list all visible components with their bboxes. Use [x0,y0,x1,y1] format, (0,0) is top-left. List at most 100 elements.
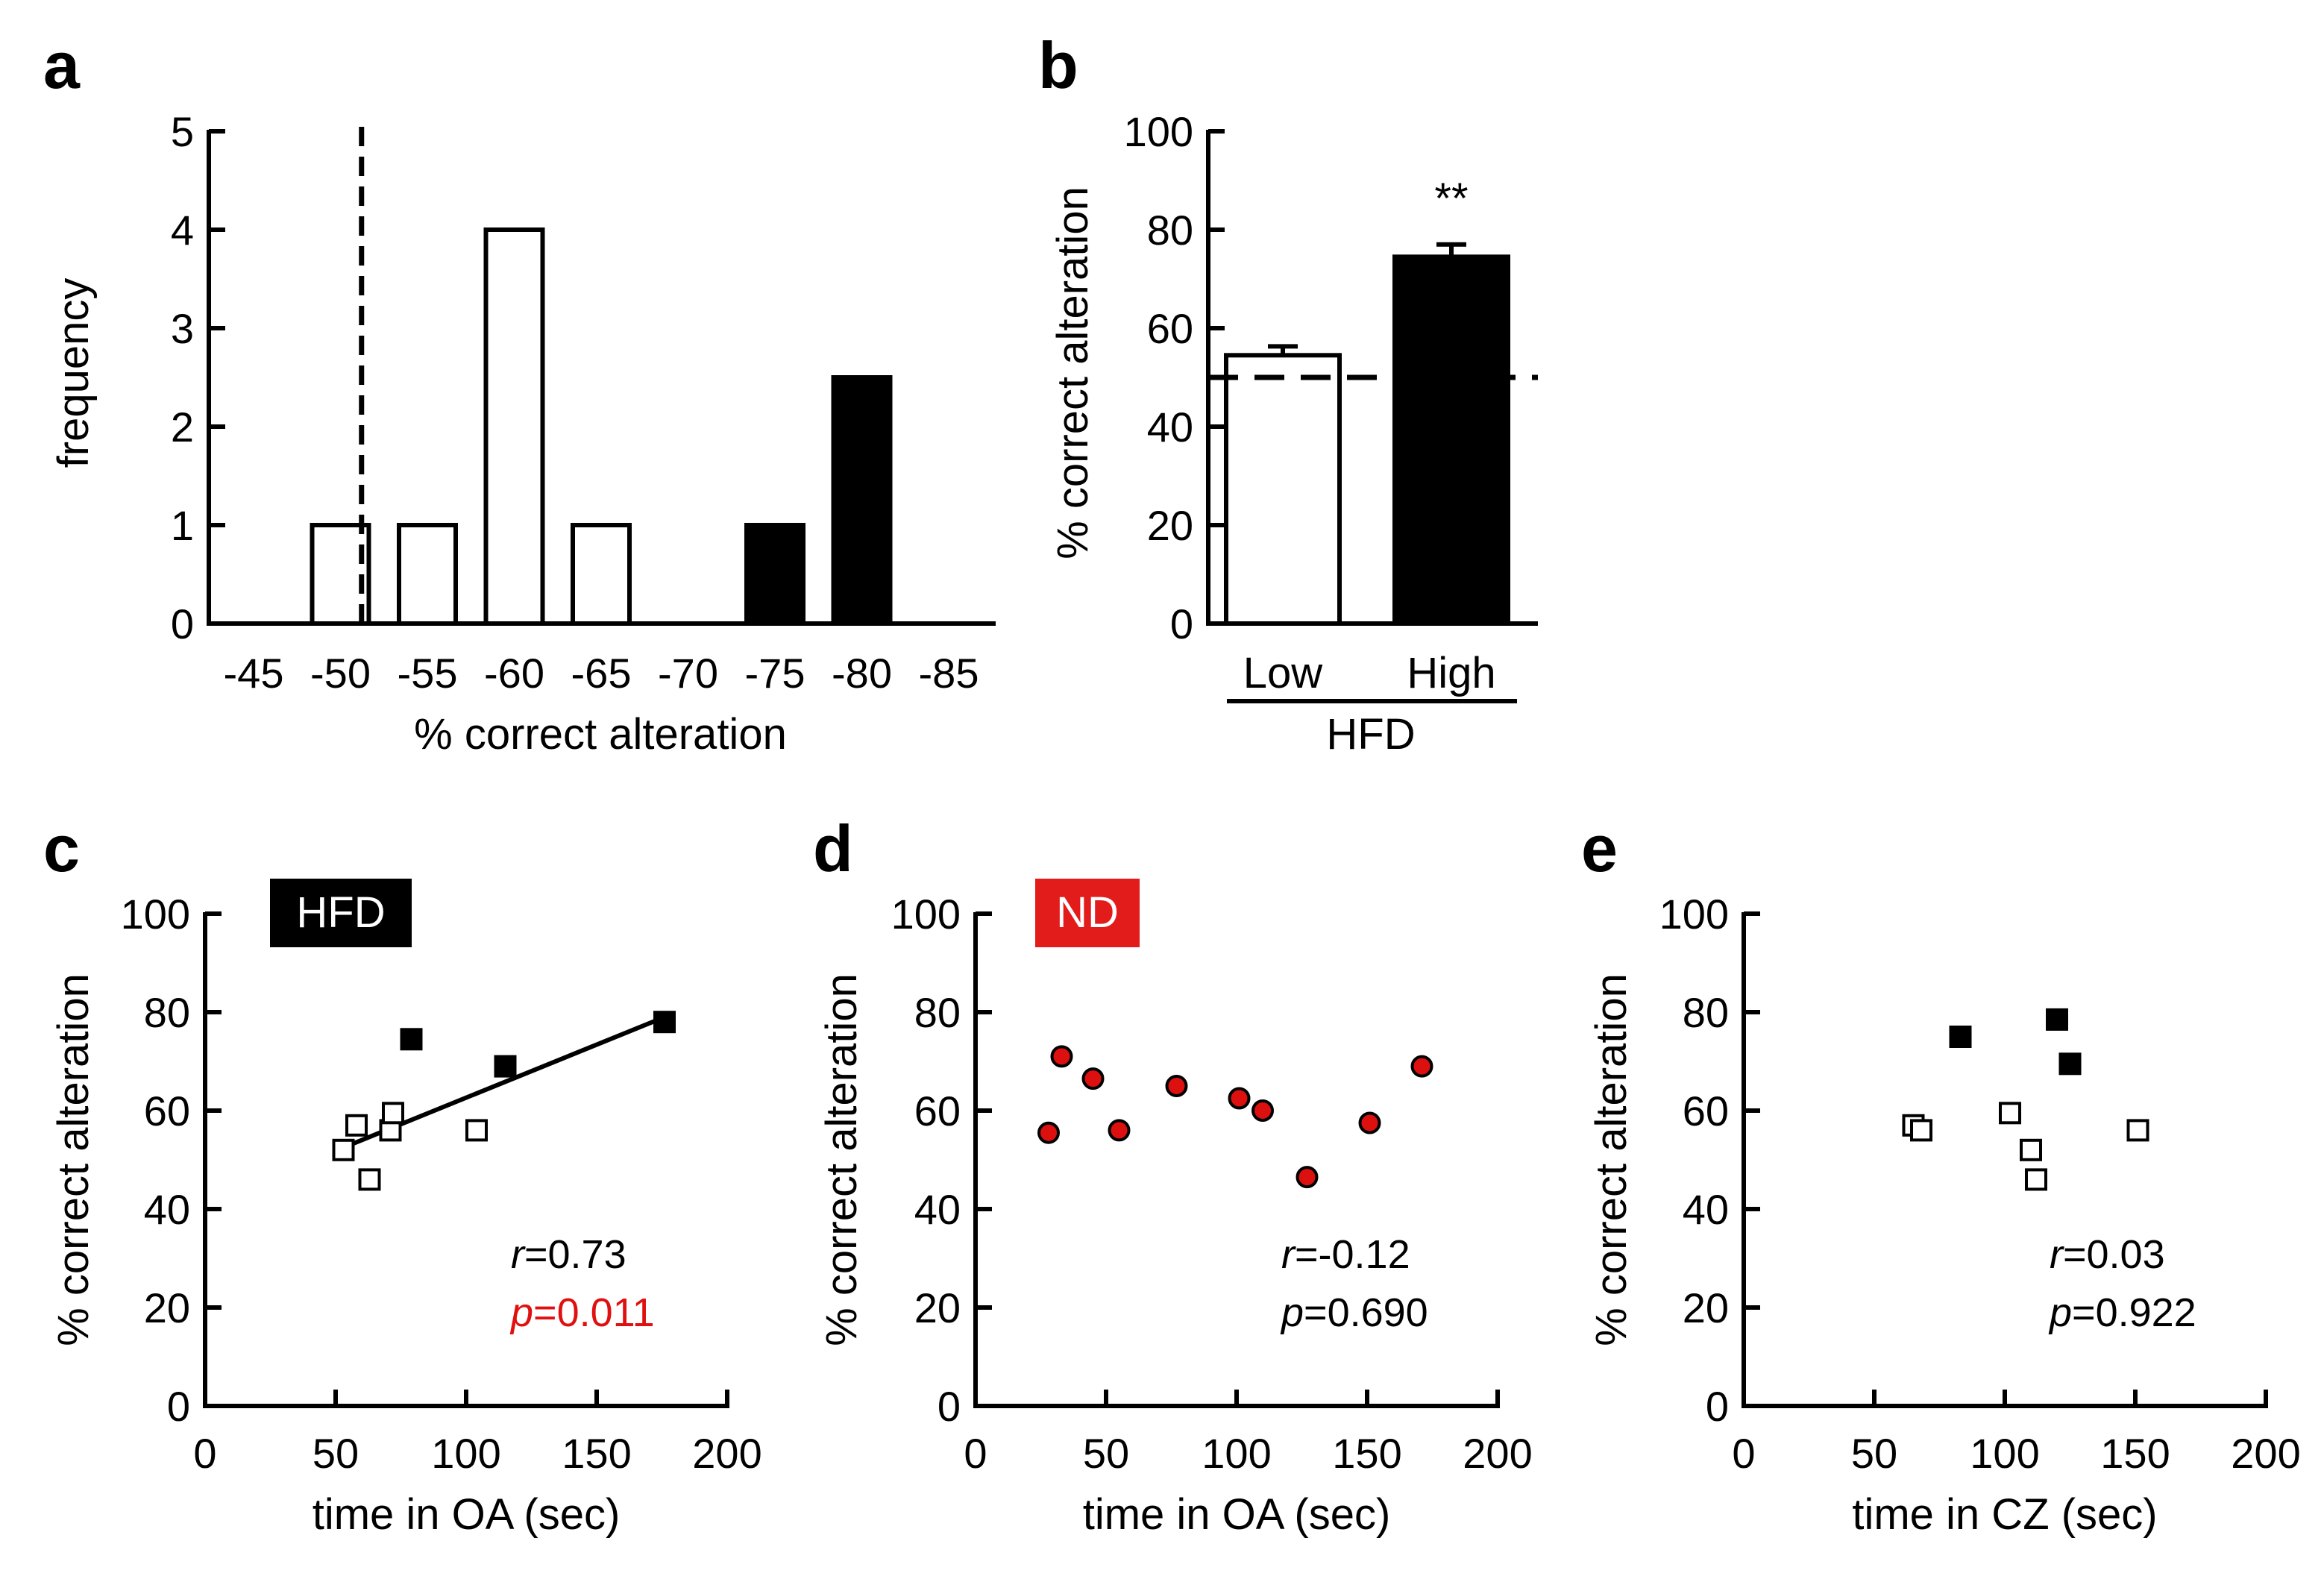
x-tick-label: 100 [1970,1430,2039,1477]
y-tick-label: 60 [1683,1087,1729,1134]
y-tick-label: 80 [144,989,190,1036]
y-tick-label: 4 [171,207,194,254]
x-tick-label: -65 [571,650,632,697]
data-point-circle [1251,1099,1274,1122]
badge-hfd: HFD [270,879,412,947]
data-point-circle [1050,1045,1073,1068]
stat-p-symbol: p [2048,1290,2072,1335]
badge-text: ND [1056,888,1119,937]
y-tick-label: 60 [914,1087,961,1134]
x-tick-label: 100 [1202,1430,1271,1477]
group-label: HFD [1326,710,1415,759]
x-tick-label: 150 [2100,1430,2170,1477]
data-point-open-square [465,1119,488,1142]
y-tick-label: 0 [167,1383,190,1430]
y-tick-label: 60 [144,1087,190,1134]
y-tick-label: 40 [144,1186,190,1233]
x-tick-label: -60 [484,650,544,697]
x-tick-label: 150 [1332,1430,1401,1477]
y-tick-label: 40 [1147,404,1193,451]
x-tick-label: -70 [658,650,718,697]
x-tick-label: 200 [1463,1430,1532,1477]
y-tick-label: 40 [1683,1186,1729,1233]
bar-high [1392,254,1510,626]
y-axis-label: % correct alteration [49,973,98,1346]
x-tick-label: 50 [1083,1430,1129,1477]
data-point-open-square [2020,1138,2042,1161]
y-tick-label: 100 [1659,891,1729,938]
stat-r-symbol: r [511,1232,526,1277]
stat-r: r=0.73 [511,1232,626,1277]
panel-label-b: b [1038,28,1078,102]
data-point-circle [1296,1166,1319,1189]
x-tick-label: 200 [692,1430,761,1477]
y-tick-label: 5 [171,108,194,155]
y-axis-label: frequency [49,278,98,468]
data-point-open-square [345,1114,368,1137]
badge-background [1035,879,1140,947]
data-point-filled-square [653,1011,676,1034]
data-point-filled-square [494,1055,517,1078]
stat-r-value: =0.03 [2063,1232,2165,1277]
panel-label-e: e [1581,812,1618,885]
stat-r: r=0.03 [2050,1232,2165,1277]
y-tick-label: 20 [1683,1284,1729,1331]
stat-r-value: =-0.12 [1295,1232,1410,1277]
x-category-label: Low [1243,649,1324,697]
y-tick-label: 0 [171,600,194,647]
x-tick-label: -75 [745,650,805,697]
y-tick-label: 100 [121,891,190,938]
stat-p-symbol: p [509,1290,533,1335]
y-tick-label: 3 [171,305,194,352]
panel-b: b ** 0 20 40 60 80 100 Low High HFD % correct alter… [1038,28,1538,759]
y-tick-label: 80 [1147,207,1193,254]
stat-p-value: =0.922 [2072,1290,2196,1335]
stat-p-value: =0.690 [1304,1290,1428,1335]
x-axis-label: time in CZ (sec) [1852,1490,2157,1539]
data-point-circle [1410,1055,1433,1078]
y-tick-label: 0 [1170,600,1193,647]
data-point-circle [1081,1067,1105,1090]
x-axis-label: time in OA (sec) [313,1490,621,1539]
y-tick-label: 2 [171,404,194,451]
data-point-open-square [332,1138,355,1161]
panel-e: e 0 20 40 60 80 100 0 50 100 150 200 time in CZ (sec… [1581,812,2301,1539]
x-tick-label: 0 [1732,1430,1755,1477]
x-tick-label: 100 [431,1430,500,1477]
x-tick-label: -55 [398,650,458,697]
y-tick-label: 100 [1124,108,1193,155]
x-tick-label: -80 [832,650,892,697]
significance-marker: ** [1434,175,1468,223]
x-category-label: High [1407,649,1495,697]
data-point-open-square [2025,1168,2047,1191]
panel-label-a: a [43,28,81,102]
panel-c: c HFD 0 20 40 60 80 100 0 50 100 150 200 time in OA (… [43,812,762,1539]
y-tick-label: 0 [1706,1383,1729,1430]
y-axis-label: % correct alteration [1587,973,1636,1346]
data-point-open-square [1999,1102,2021,1125]
stat-r-value: =0.73 [524,1232,626,1277]
x-tick-label: -50 [310,650,371,697]
x-tick-label: 0 [964,1430,987,1477]
x-tick-label: 50 [313,1430,359,1477]
panel-a: a 0 1 2 3 4 5 -45 -50 -55 -60 -65 -70 -75 -80 -85 % corr… [43,28,996,759]
x-tick-label: 200 [2231,1430,2300,1477]
stat-p-value: =0.011 [533,1290,655,1335]
badge-background [270,879,412,947]
y-axis-label: % correct alteration [817,973,866,1346]
y-tick-label: 100 [891,891,961,938]
panel-label-d: d [813,812,853,885]
x-tick-label: -85 [919,650,979,697]
y-tick-label: 20 [1147,502,1193,549]
x-tick-label: -45 [224,650,284,697]
data-point-open-square [358,1168,381,1191]
data-point-circle [1358,1111,1381,1134]
panel-label-c: c [43,812,80,885]
stat-p-symbol: p [1280,1290,1304,1335]
data-point-open-square [1910,1119,1932,1142]
data-point-circle [1228,1087,1251,1110]
stat-p: p=0.690 [1280,1290,1428,1335]
y-tick-label: 80 [914,989,961,1036]
y-tick-label: 80 [1683,989,1729,1036]
